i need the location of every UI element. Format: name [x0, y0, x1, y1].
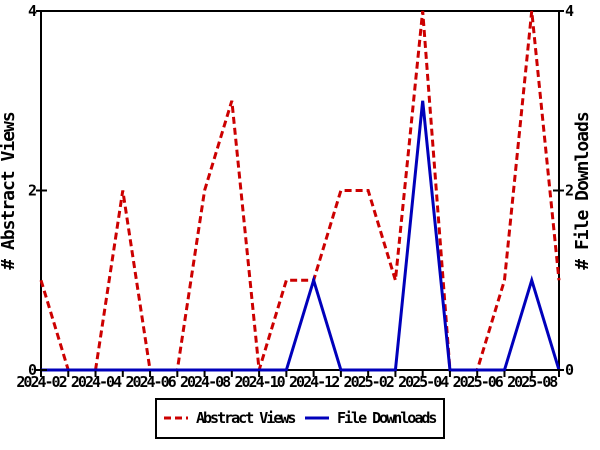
x-tick-label: 2024-04 — [71, 373, 122, 391]
abstract-views-legend-label: Abstract Views — [196, 409, 295, 427]
y-tick-label-left: 4 — [28, 2, 37, 20]
abstract-views-line — [39, 10, 561, 372]
x-tick-label: 2025-02 — [344, 373, 394, 391]
x-tick-label: 2024-12 — [289, 373, 339, 391]
x-tick-label: 2025-04 — [398, 373, 449, 391]
file-downloads-legend-label: File Downloads — [337, 409, 436, 427]
x-tick-label: 2025-06 — [453, 373, 504, 391]
y-axis-labels: 0 0 2 2 4 4 — [28, 2, 576, 379]
y-tick-label-right: 4 — [565, 2, 574, 20]
y-tick-label-left: 2 — [28, 182, 36, 200]
plot-border — [40, 10, 560, 371]
x-tick-label: 2024-06 — [125, 373, 176, 391]
legend-box — [155, 398, 445, 439]
x-axis-labels: 2024-02 2024-04 2024-06 2024-08 2024-10 2024-… — [16, 373, 560, 391]
y-tick-label-right: 2 — [565, 182, 573, 200]
legend: Abstract Views File Downloads — [155, 398, 445, 439]
x-tick-label: 2024-08 — [180, 373, 231, 391]
x-tick-label: 2024-10 — [234, 373, 285, 391]
x-axis-ticks — [40, 371, 560, 377]
series-lines — [39, 10, 561, 372]
x-tick-label: 2024-02 — [16, 373, 66, 391]
file-downloads-line — [41, 100, 561, 372]
x-tick-label: 2025-08 — [507, 373, 558, 391]
left-axis-title: # Abstract Views — [0, 112, 19, 270]
right-axis-title: # File Downloads — [572, 112, 593, 270]
y-tick-label-left: 0 — [28, 361, 37, 379]
y-tick-label-right: 0 — [565, 361, 574, 379]
y-axis-ticks — [36, 10, 564, 371]
